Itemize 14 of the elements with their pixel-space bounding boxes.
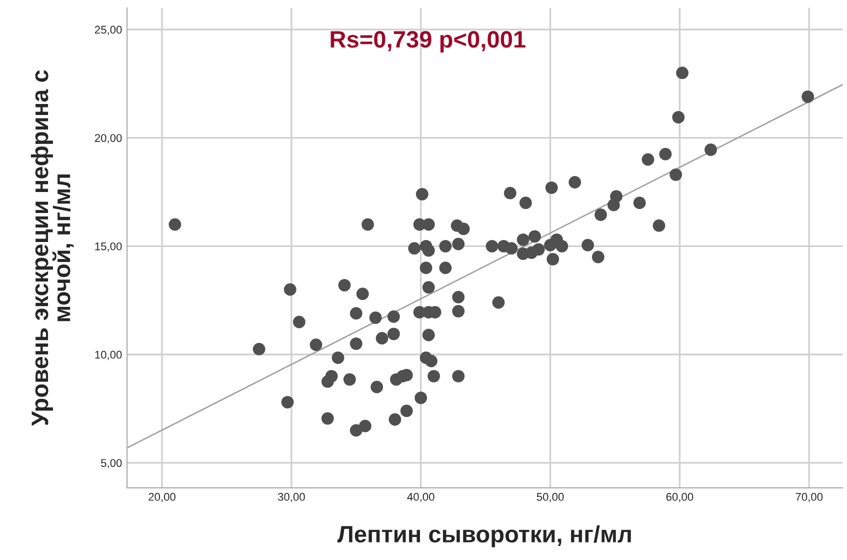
x-tick-label: 20,00 [148,492,176,502]
x-tick-label: 30,00 [278,492,305,502]
y-tick-label: 5,00 [101,459,122,468]
x-axis-title: Лептин сыворотки, нг/мл [337,525,631,548]
y-axis-title: Уровень экскреции нефрина с мочой, нг/мл [30,70,74,426]
y-tick-label: 20,00 [94,134,122,144]
x-tick-label: 40,00 [407,492,434,502]
x-tick-label: 50,00 [536,492,564,502]
y-tick-label: 15,00 [95,242,122,252]
y-tick-label: 25,00 [94,26,122,35]
annotation: Rs=0,739 p<0,001 [330,31,526,52]
x-tick-label: 60,00 [666,492,694,502]
x-tick-label: 70,00 [796,492,823,502]
y-tick-label: 10,00 [95,350,122,360]
